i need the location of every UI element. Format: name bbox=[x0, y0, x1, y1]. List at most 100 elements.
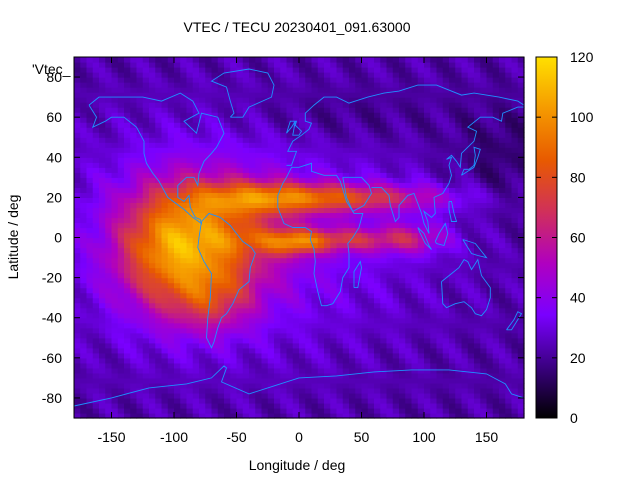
heatmap-cell bbox=[242, 187, 250, 193]
heatmap-cell bbox=[274, 127, 281, 133]
heatmap-cell bbox=[299, 232, 306, 239]
heatmap-cell bbox=[99, 402, 106, 409]
heatmap-cell bbox=[386, 157, 394, 163]
heatmap-cell bbox=[236, 112, 244, 118]
heatmap-cell bbox=[424, 187, 431, 193]
heatmap-cell bbox=[86, 117, 94, 123]
heatmap-cell bbox=[186, 112, 194, 118]
heatmap-cell bbox=[242, 197, 250, 203]
heatmap-cell bbox=[274, 167, 281, 173]
heatmap-cell bbox=[136, 352, 144, 359]
heatmap-cell bbox=[286, 142, 294, 148]
heatmap-cell bbox=[474, 222, 481, 229]
heatmap-cell bbox=[161, 137, 169, 143]
heatmap-cell bbox=[449, 82, 456, 88]
heatmap-cell bbox=[205, 372, 213, 379]
heatmap-cell bbox=[136, 402, 144, 409]
heatmap-cell bbox=[374, 407, 381, 414]
heatmap-cell bbox=[161, 272, 169, 279]
heatmap-cell bbox=[467, 382, 475, 389]
heatmap-cell bbox=[167, 322, 175, 329]
heatmap-cell bbox=[461, 272, 469, 279]
heatmap-cell bbox=[286, 147, 294, 153]
heatmap-cell bbox=[99, 242, 106, 249]
heatmap-cell bbox=[461, 372, 469, 379]
heatmap-cell bbox=[380, 147, 388, 153]
heatmap-cell bbox=[130, 137, 138, 143]
heatmap-cell bbox=[486, 247, 494, 254]
heatmap-cell bbox=[274, 132, 281, 138]
heatmap-cell bbox=[374, 317, 381, 324]
heatmap-cell bbox=[92, 182, 100, 188]
heatmap-cell bbox=[174, 177, 181, 183]
heatmap-cell bbox=[105, 167, 113, 173]
heatmap-cell bbox=[186, 152, 194, 158]
heatmap-cell bbox=[511, 382, 519, 389]
heatmap-cell bbox=[111, 262, 119, 269]
heatmap-cell bbox=[299, 92, 306, 98]
heatmap-cell bbox=[436, 387, 444, 394]
heatmap-cell bbox=[324, 97, 331, 103]
heatmap-cell bbox=[324, 237, 331, 244]
heatmap-cell bbox=[474, 87, 481, 93]
heatmap-cell bbox=[74, 262, 81, 269]
heatmap-cell bbox=[455, 147, 463, 153]
heatmap-cell bbox=[455, 357, 463, 364]
heatmap-cell bbox=[461, 127, 469, 133]
heatmap-cell bbox=[261, 267, 269, 274]
heatmap-cell bbox=[80, 362, 88, 369]
heatmap-cell bbox=[305, 332, 313, 339]
heatmap-cell bbox=[349, 167, 356, 173]
heatmap-cell bbox=[211, 312, 219, 319]
heatmap-cell bbox=[374, 187, 381, 193]
heatmap-cell bbox=[380, 257, 388, 264]
heatmap-cell bbox=[392, 357, 400, 364]
heatmap-cell bbox=[292, 332, 300, 339]
heatmap-cell bbox=[161, 102, 169, 108]
heatmap-cell bbox=[449, 192, 456, 198]
heatmap-cell bbox=[505, 172, 513, 178]
heatmap-cell bbox=[317, 122, 325, 128]
heatmap-cell bbox=[261, 317, 269, 324]
heatmap-cell bbox=[499, 177, 506, 183]
heatmap-cell bbox=[361, 182, 369, 188]
heatmap-cell bbox=[80, 327, 88, 334]
heatmap-cell bbox=[324, 292, 331, 299]
heatmap-cell bbox=[124, 87, 131, 93]
heatmap-cell bbox=[374, 392, 381, 399]
heatmap-cell bbox=[192, 182, 200, 188]
heatmap-cell bbox=[224, 347, 231, 354]
heatmap-cell bbox=[105, 142, 113, 148]
heatmap-cell bbox=[311, 362, 319, 369]
heatmap-cell bbox=[230, 97, 238, 103]
heatmap-cell bbox=[399, 202, 406, 209]
heatmap-cell bbox=[499, 107, 506, 113]
heatmap-cell bbox=[405, 392, 413, 399]
heatmap-cell bbox=[442, 137, 450, 143]
heatmap-cell bbox=[486, 297, 494, 304]
heatmap-cell bbox=[105, 107, 113, 113]
heatmap-cell bbox=[455, 207, 463, 214]
heatmap-cell bbox=[486, 172, 494, 178]
heatmap-cell bbox=[230, 127, 238, 133]
heatmap-cell bbox=[136, 177, 144, 183]
heatmap-cell bbox=[124, 177, 131, 183]
heatmap-cell bbox=[467, 197, 475, 203]
heatmap-cell bbox=[492, 127, 500, 133]
heatmap-cell bbox=[330, 272, 338, 279]
heatmap-cell bbox=[180, 402, 188, 409]
heatmap-cell bbox=[124, 327, 131, 334]
heatmap-cell bbox=[86, 332, 94, 339]
heatmap-cell bbox=[380, 312, 388, 319]
heatmap-cell bbox=[86, 257, 94, 264]
heatmap-cell bbox=[242, 107, 250, 113]
heatmap-cell bbox=[399, 117, 406, 123]
heatmap-cell bbox=[105, 412, 113, 419]
heatmap-cell bbox=[280, 372, 288, 379]
heatmap-cell bbox=[380, 197, 388, 203]
heatmap-cell bbox=[367, 152, 375, 158]
heatmap-cell bbox=[199, 77, 206, 83]
heatmap-cell bbox=[317, 292, 325, 299]
heatmap-cell bbox=[174, 347, 181, 354]
heatmap-cell bbox=[330, 407, 338, 414]
